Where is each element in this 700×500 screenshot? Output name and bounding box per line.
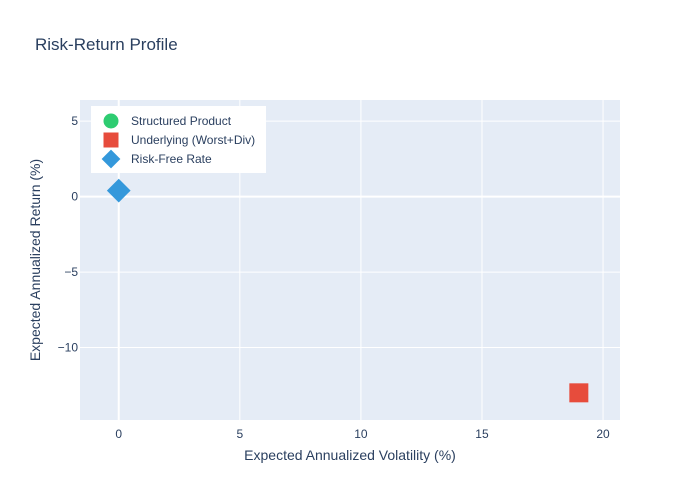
legend-item[interactable]: Risk-Free Rate bbox=[101, 149, 212, 169]
x-tick-label: 5 bbox=[236, 427, 243, 441]
x-tick-label: 0 bbox=[115, 427, 122, 441]
legend-item[interactable]: Underlying (Worst+Div) bbox=[103, 132, 256, 148]
chart-title: Risk-Return Profile bbox=[35, 35, 178, 54]
legend[interactable]: Structured Product Underlying (Worst+Div)… bbox=[91, 106, 266, 173]
x-tick-label: 20 bbox=[596, 427, 610, 441]
y-tick-label: −10 bbox=[58, 341, 79, 355]
legend-item-label: Risk-Free Rate bbox=[131, 152, 212, 166]
y-tick-label: −5 bbox=[64, 265, 78, 279]
data-points bbox=[106, 178, 589, 403]
y-tick-label: 0 bbox=[71, 190, 78, 204]
x-tick-label: 15 bbox=[475, 427, 489, 441]
x-axis-label: Expected Annualized Volatility (%) bbox=[244, 447, 456, 463]
legend-item-label: Underlying (Worst+Div) bbox=[131, 133, 255, 147]
legend-item-label: Structured Product bbox=[131, 114, 232, 128]
point-square-marker bbox=[569, 383, 589, 403]
legend-square-icon bbox=[103, 132, 119, 148]
point-diamond-marker bbox=[106, 178, 131, 203]
legend-diamond-icon bbox=[101, 149, 121, 169]
x-tick-label: 10 bbox=[354, 427, 368, 441]
y-axis-ticks: −10 −5 0 5 bbox=[58, 114, 79, 354]
legend-background bbox=[91, 106, 266, 173]
y-axis-label: Expected Annualized Return (%) bbox=[27, 159, 43, 361]
legend-item[interactable]: Structured Product bbox=[103, 113, 232, 129]
y-tick-label: 5 bbox=[71, 114, 78, 128]
legend-circle-icon bbox=[103, 113, 119, 129]
x-axis-ticks: 0 5 10 15 20 bbox=[115, 427, 610, 441]
